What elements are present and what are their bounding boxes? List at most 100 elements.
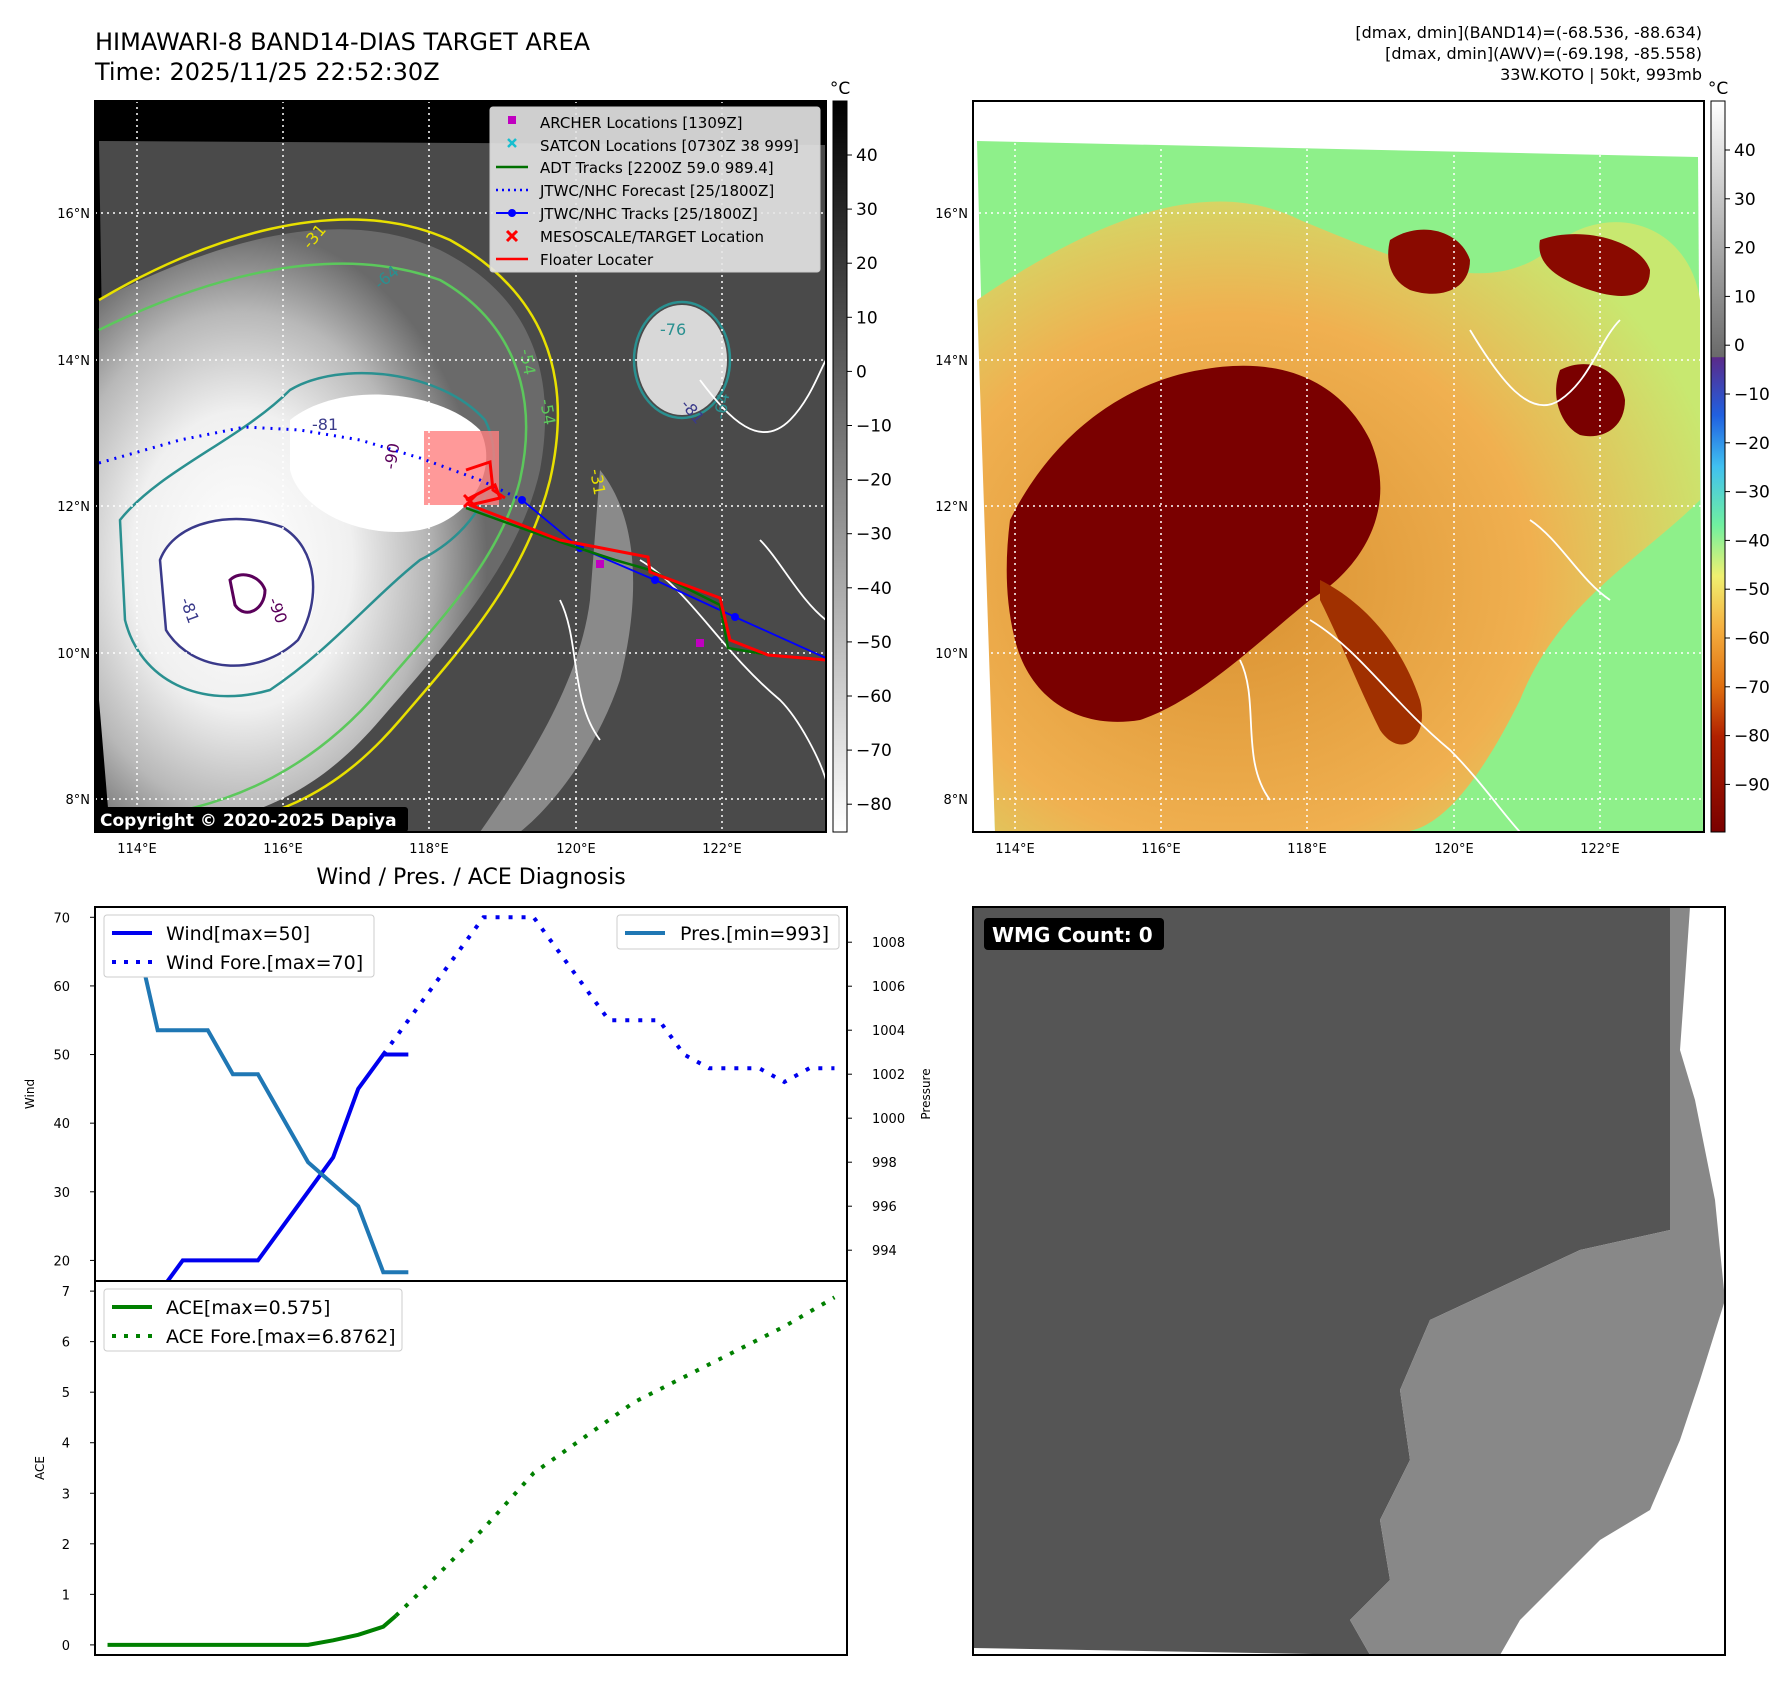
awv-colorbar-ticks: 40 30 20 10 0 −10 −20 −30 −40 −50 −60 −70 −80 −90 — [1725, 141, 1770, 795]
awv-colorbar-tick-4: 0 — [1734, 336, 1745, 356]
ir-colorbar-unit: °C — [830, 79, 850, 99]
copyright-badge — [95, 807, 408, 832]
map-axis-ticks: 114°E 116°E 118°E 120°E 122°E 16°N 14°N 12°N 10°… — [57, 207, 1620, 857]
archer-locations — [596, 560, 704, 647]
ir-lat-tick-1: 14°N — [57, 354, 90, 369]
contour-label-7: -81 — [312, 415, 338, 434]
contour-label-2: -54 — [536, 397, 559, 426]
ace-y-ticks: 7 6 5 4 3 2 1 0 — [62, 1285, 95, 1654]
awv-colorbar-tick-10: −60 — [1734, 629, 1770, 649]
wmg-panel: WMG Count: 0 — [972, 906, 1726, 1656]
ir-colorbar-tick-12: −80 — [856, 795, 892, 815]
ir-cloud-shield — [99, 229, 546, 832]
wind-tick-1: 60 — [53, 980, 70, 995]
contour-label-8: -90 — [380, 442, 403, 471]
ir-lon-tick-1: 116°E — [263, 842, 303, 857]
ir-lat-tick-0: 16°N — [57, 207, 90, 222]
ir-colorbar — [832, 100, 848, 833]
ace-series-line — [107, 1614, 398, 1647]
pressure-tick-6: 996 — [872, 1200, 897, 1215]
pressure-series-line — [130, 919, 409, 1275]
contour-outer — [98, 218, 560, 832]
ir-colorbar-tick-7: −30 — [856, 525, 892, 545]
legend-entry-3: ADT Tracks [2200Z 59.0 989.4] — [540, 159, 774, 177]
ace-axis-label: ACE — [33, 1456, 47, 1480]
awv-lon-tick-4: 122°E — [1580, 842, 1620, 857]
diagnosis-title: Wind / Pres. / ACE Diagnosis — [316, 865, 625, 890]
awv-lat-tick-1: 14°N — [935, 354, 968, 369]
ace-legend: ACE[max=0.575] ACE Fore.[max=6.8762] — [103, 1288, 403, 1352]
wind-tick-0: 70 — [53, 911, 70, 926]
info-line3: 33W.KOTO | 50kt, 993mb — [1500, 65, 1702, 84]
wind-legend: Wind[max=50] Wind Fore.[max=70] — [103, 914, 375, 978]
ace-legend-label: ACE[max=0.575] — [166, 1297, 330, 1319]
pressure-axis-label: Pressure — [919, 1068, 933, 1119]
pressure-tick-5: 998 — [872, 1156, 897, 1171]
info-line2: [dmax, dmin](AWV)=(-69.198, -85.558) — [1385, 44, 1702, 63]
wind-tick-5: 20 — [53, 1254, 70, 1269]
legend-entry-2: SATCON Locations [0730Z 38 999] — [540, 137, 799, 155]
awv-colorbar-tick-7: −30 — [1734, 483, 1770, 503]
awv-colorbar-tick-12: −80 — [1734, 727, 1770, 747]
contour-label-11: -54 — [516, 347, 539, 376]
wind-tick-2: 50 — [53, 1049, 70, 1064]
legend-entry-1: ARCHER Locations [1309Z] — [540, 114, 743, 132]
pressure-tick-1: 1006 — [872, 980, 905, 995]
pressure-tick-7: 994 — [872, 1244, 897, 1259]
awv-dry-core — [1006, 365, 1381, 722]
ir-colorbar-tick-3: 10 — [856, 308, 878, 328]
ace-tick-0: 7 — [62, 1285, 70, 1300]
awv-colorbar-tick-2: 20 — [1734, 239, 1756, 259]
tracks-legend-icon — [496, 209, 528, 217]
awv-coastline — [1239, 319, 1621, 832]
ir-colorbar-tick-5: −10 — [856, 417, 892, 437]
target-marker — [462, 493, 478, 509]
awv-colorbar-unit: °C — [1708, 79, 1728, 99]
ir-colorbar-tick-2: 20 — [856, 254, 878, 274]
ir-colorbar-tick-8: −40 — [856, 579, 892, 599]
ace-tick-7: 0 — [62, 1639, 70, 1654]
ace-chart: ACE 7 6 5 4 3 2 1 0 ACE[max=0.575] ACE Fore.[ma… — [33, 1280, 848, 1656]
ir-colorbar-tick-0: 40 — [856, 146, 878, 166]
ace-tick-1: 6 — [62, 1336, 70, 1351]
ace-forecast-legend-label: ACE Fore.[max=6.8762] — [166, 1326, 396, 1348]
floater-target-box — [424, 431, 499, 505]
awv-colorbar-tick-3: 10 — [1734, 287, 1756, 307]
ir-lon-tick-2: 118°E — [409, 842, 449, 857]
wmg-count-badge — [984, 918, 1164, 950]
ir-colorbar-tick-1: 30 — [856, 200, 878, 220]
awv-colorbar-tick-9: −50 — [1734, 580, 1770, 600]
pressure-tick-0: 1008 — [872, 936, 905, 951]
floater-locater-hook — [465, 459, 506, 500]
awv-lat-tick-3: 10°N — [935, 647, 968, 662]
awv-colorbar-tick-0: 40 — [1734, 141, 1756, 161]
pressure-legend-label: Pres.[min=993] — [680, 923, 829, 945]
awv-lon-tick-3: 120°E — [1434, 842, 1474, 857]
ace-tick-5: 2 — [62, 1538, 70, 1553]
ace-tick-3: 4 — [62, 1437, 70, 1452]
awv-dry-cell-east — [1556, 364, 1625, 437]
legend-entry-7: Floater Locater — [540, 251, 654, 269]
archer-legend-icon — [508, 116, 516, 124]
wmg-light-region — [1350, 907, 1725, 1655]
ir-lat-tick-3: 10°N — [57, 647, 90, 662]
pressure-tick-4: 1000 — [872, 1112, 905, 1127]
contour-label-6: -64 — [710, 392, 733, 421]
pressure-legend: Pres.[min=993] — [616, 914, 840, 950]
satcon-legend-icon — [507, 138, 517, 148]
ace-tick-4: 3 — [62, 1487, 70, 1502]
ir-lon-tick-3: 120°E — [556, 842, 596, 857]
coastline-east — [559, 359, 826, 781]
wind-axis-label: Wind — [23, 1079, 37, 1109]
ir-map-panel: -64 -54 -31 -76 -81 -64 -81 -90 -90 -81 … — [94, 79, 892, 833]
wind-y-ticks: 70 60 50 40 30 20 — [53, 911, 95, 1269]
awv-lat-tick-2: 12°N — [935, 500, 968, 515]
figure-title-line2: Time: 2025/11/25 22:52:30Z — [94, 58, 440, 86]
contour-mid — [98, 262, 528, 822]
wind-forecast-legend-label: Wind Fore.[max=70] — [166, 952, 363, 974]
awv-colorbar — [1710, 100, 1726, 833]
pressure-tick-3: 1002 — [872, 1068, 905, 1083]
awv-lat-tick-0: 16°N — [935, 207, 968, 222]
info-line1: [dmax, dmin](BAND14)=(-68.536, -88.634) — [1355, 23, 1702, 42]
